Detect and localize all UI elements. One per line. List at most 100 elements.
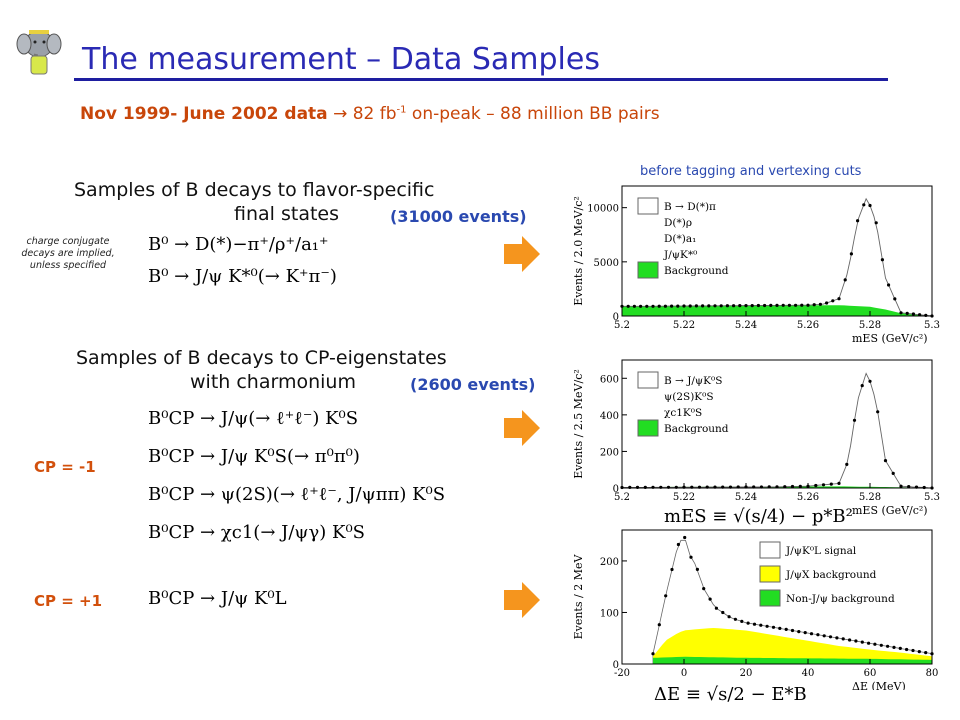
data-point: [899, 311, 903, 315]
data-point: [765, 624, 769, 628]
data-point: [725, 304, 729, 308]
x-tick-label: 5.3: [924, 492, 940, 503]
data-point: [657, 304, 661, 308]
data-point: [867, 641, 871, 645]
x-tick-label: 20: [740, 668, 753, 679]
data-point: [721, 610, 725, 615]
data-point: [905, 647, 909, 652]
legend-swatch: [637, 261, 659, 279]
data-point: [868, 379, 872, 383]
legend-swatch: [637, 419, 659, 437]
luminosity: 82 fb: [352, 104, 397, 124]
title-underline: [74, 78, 888, 81]
data-point: [907, 485, 911, 489]
legend-swatch: [637, 371, 659, 389]
y-tick-label: 0: [613, 312, 619, 323]
legend-entry: χc1K⁰S: [664, 407, 702, 419]
plot-frame: [621, 529, 933, 665]
data-point: [891, 471, 895, 475]
data-point: [628, 485, 632, 489]
data-point: [829, 482, 833, 486]
data-point: [905, 311, 909, 315]
data-point: [812, 303, 816, 307]
data-point: [719, 304, 723, 308]
data-point: [848, 638, 852, 642]
cp-odd-label: CP = -1: [34, 458, 96, 476]
data-point: [893, 297, 897, 301]
y-tick-label: 200: [600, 447, 619, 458]
data-point: [918, 313, 922, 317]
x-tick-label: 5.24: [735, 320, 757, 331]
x-tick-label: 80: [926, 668, 939, 679]
data-point: [822, 634, 826, 638]
flavor-decay-eq2: B⁰ → J/ψ K*⁰(→ K⁺π⁻): [148, 266, 337, 287]
legend-entry: B → D(*)π: [664, 201, 716, 213]
data-point: [651, 304, 655, 308]
right-arrow-glyph: →: [333, 104, 348, 124]
flavor-heading-line2: final states: [234, 203, 340, 225]
x-tick-label: 5.26: [797, 320, 819, 331]
data-point: [683, 535, 687, 540]
charge-conjugate-note: charge conjugate decays are implied, unl…: [21, 236, 115, 271]
y-tick-label: 5000: [594, 258, 619, 269]
x-tick-label: -20: [614, 668, 630, 679]
data-point: [744, 304, 748, 308]
data-point: [676, 304, 680, 308]
legend-entry: D(*)a₁: [664, 233, 696, 245]
legend-swatch: [759, 541, 781, 559]
x-tick-label: 60: [864, 668, 877, 679]
data-point: [856, 219, 860, 223]
x-tick-label: 40: [802, 668, 815, 679]
data-point: [806, 303, 810, 307]
y-axis-label: Events / 2 MeV: [572, 554, 585, 640]
data-point: [874, 221, 878, 225]
data-point: [821, 483, 826, 487]
y-tick-label: 0: [613, 660, 619, 671]
orange-arrow-icon: [504, 582, 540, 618]
cp-decay-eq3: B⁰CP → ψ(2S)(→ ℓ⁺ℓ⁻, J/ψππ) K⁰S: [148, 484, 446, 505]
data-point: [626, 304, 630, 308]
data-point: [849, 252, 853, 256]
data-point: [837, 481, 841, 485]
data-point: [798, 484, 802, 488]
x-tick-label: 5.22: [673, 320, 695, 331]
x-tick-label: 5.24: [735, 492, 757, 503]
data-point: [843, 278, 847, 282]
plot-frame: [621, 359, 933, 489]
data-point: [771, 625, 776, 629]
x-tick-label: 5.26: [797, 492, 819, 503]
y-axis-label: Events / 2.0 MeV/c²: [572, 196, 585, 306]
cp-decay-eq2: B⁰CP → J/ψ K⁰S(→ π⁰π⁰): [148, 446, 360, 467]
legend-entry: B → J/ψK⁰S: [664, 375, 722, 387]
data-point: [887, 283, 891, 287]
x-tick-label: 5.2: [614, 320, 630, 331]
cp-decay-eq5: B⁰CP → J/ψ K⁰L: [148, 588, 287, 609]
data-point: [670, 567, 674, 572]
y-tick-label: 0: [613, 484, 619, 495]
data-point: [803, 631, 807, 635]
cp-heading-line1: Samples of B decays to CP-eigenstates: [76, 347, 447, 369]
data-point: [676, 542, 680, 547]
y-tick-label: 400: [600, 411, 619, 422]
orange-arrow-icon: [504, 410, 540, 446]
data-point: [689, 555, 693, 559]
legend-swatch: [637, 197, 659, 215]
x-tick-label: 5.3: [924, 320, 940, 331]
data-point: [883, 459, 888, 463]
legend-entry: Non-J/ψ background: [786, 593, 895, 605]
y-axis-label: Events / 2.5 MeV/c²: [572, 369, 585, 479]
data-point: [746, 621, 750, 625]
data-point: [639, 304, 643, 308]
y-tick-label: 100: [600, 608, 619, 619]
flavor-heading-line1: Samples of B decays to flavor-specific: [74, 179, 435, 201]
data-point: [911, 648, 915, 653]
data-point: [694, 304, 698, 308]
data-point: [670, 304, 674, 308]
data-point: [868, 203, 872, 208]
x-axis-label: ΔE (MeV): [852, 680, 906, 690]
data-point: [645, 304, 649, 308]
slide-title: The measurement – Data Samples: [82, 42, 600, 77]
data-point: [831, 299, 835, 303]
data-point: [898, 646, 902, 650]
mes-flavor-plot: 5.2 5.22 5.24 5.26 5.28 5.3 0 5000 10000 mES (GeV…: [572, 185, 940, 345]
